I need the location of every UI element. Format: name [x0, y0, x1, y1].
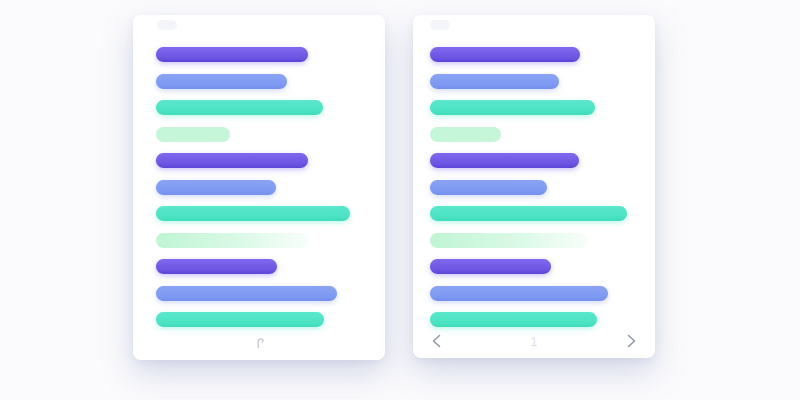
skeleton-line-purple — [430, 153, 579, 168]
skeleton-lines — [430, 47, 655, 339]
skeleton-card-left — [133, 15, 385, 360]
previous-page-button[interactable] — [429, 332, 443, 350]
skeleton-line-mint — [156, 126, 230, 142]
skeleton-line-blue — [430, 73, 559, 89]
skeleton-line-purple — [430, 259, 551, 274]
skeleton-line-blue — [430, 285, 608, 301]
skeleton-lines — [156, 47, 385, 339]
skeleton-line-blue — [430, 179, 547, 195]
skeleton-line-mint — [430, 126, 501, 142]
skeleton-line-teal — [430, 100, 595, 115]
skeleton-line-teal — [430, 312, 597, 327]
skeleton-line-blue — [156, 73, 287, 89]
skeleton-line-purple — [156, 259, 277, 274]
next-page-button[interactable] — [625, 332, 639, 350]
chevron-right-icon — [626, 333, 637, 349]
skeleton-line-mint-fade — [430, 232, 588, 248]
skeleton-line-purple — [156, 47, 308, 62]
skeleton-line-teal — [156, 206, 350, 221]
skeleton-line-blue — [156, 179, 276, 195]
skeleton-line-purple — [156, 153, 308, 168]
page-indicator: 1 — [530, 333, 538, 349]
skeleton-card-right: 1 — [413, 15, 655, 358]
skeleton-line-teal — [156, 312, 324, 327]
skeleton-line-teal — [430, 206, 627, 221]
chevron-left-icon — [431, 333, 442, 349]
ghost-pill — [430, 20, 450, 30]
skeleton-line-mint-fade — [156, 232, 308, 248]
left-card-footer — [133, 330, 385, 356]
skeleton-line-purple — [430, 47, 580, 62]
pagination-footer: 1 — [413, 328, 655, 354]
skeleton-line-teal — [156, 100, 323, 115]
ghost-pill — [157, 20, 177, 30]
skeleton-line-blue — [156, 285, 337, 301]
loading-spinner-icon — [252, 336, 266, 350]
